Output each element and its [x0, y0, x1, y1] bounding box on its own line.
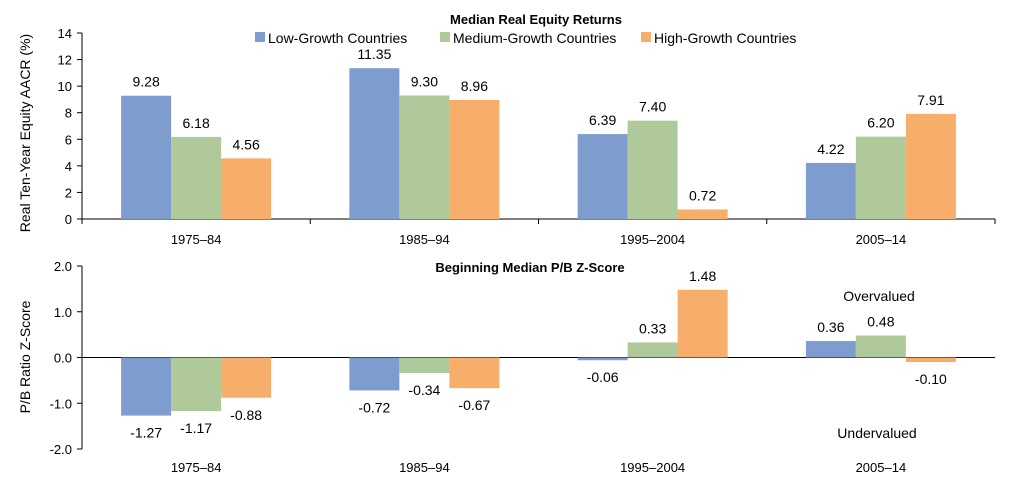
bottom-chart-bar-high: [905, 357, 956, 363]
legend-label-high: High-Growth Countries: [654, 30, 796, 46]
top-chart-category-label: 1975–84: [171, 232, 222, 247]
bottom-chart-bar-medium: [627, 342, 678, 358]
top-chart-data-label: 7.91: [917, 92, 944, 108]
bottom-chart-data-label: -0.72: [358, 399, 390, 415]
top-chart-bar-low: [577, 134, 628, 219]
top-chart-y-tick-label: 10: [58, 79, 72, 94]
top-chart-bar-high: [677, 209, 728, 219]
bottom-chart-data-label: -0.34: [408, 382, 440, 398]
top-chart-category-label: 1985–94: [399, 232, 450, 247]
top-chart-y-tick-label: 0: [65, 212, 72, 227]
legend-swatch-high: [641, 32, 651, 42]
bottom-chart-bar-high: [449, 357, 500, 389]
top-chart-bar-medium: [855, 136, 906, 219]
bottom-chart-bar-low: [121, 357, 172, 416]
top-chart-ylabel: Real Ten-Year Equity AACR (%): [17, 34, 33, 232]
top-chart-bar-low: [805, 162, 856, 219]
bottom-chart-bar-low: [577, 357, 628, 361]
top-chart-bar-high: [449, 99, 500, 219]
bottom-chart-bar-high: [677, 289, 728, 358]
top-chart-legend: Low-Growth Countries Medium-Growth Count…: [255, 30, 796, 46]
top-chart-bar-medium: [399, 95, 450, 219]
bottom-chart-bar-medium: [399, 357, 450, 374]
top-chart-data-label: 4.22: [817, 141, 844, 157]
top-chart-plot-area: 0 2 4 6 8 10 12 14 1975–84 1985–94 1995–2004 2005–1…: [58, 26, 996, 247]
top-chart-y-tick-label: 2: [65, 185, 72, 200]
bottom-chart-data-label: 0.36: [817, 319, 844, 335]
bottom-chart-ylabel: P/B Ratio Z-Score: [17, 300, 33, 413]
top-chart-bar-medium: [171, 136, 222, 219]
top-chart-data-label: 9.28: [133, 74, 160, 90]
top-chart-data-label: 7.40: [639, 99, 666, 115]
bottom-chart-y-tick-label: 1.0: [54, 305, 72, 320]
top-chart-bar-high: [221, 158, 272, 219]
bottom-chart-data-label: -0.10: [915, 371, 947, 387]
top-chart-data-label: 11.35: [357, 46, 391, 62]
bottom-chart-data-label: -0.06: [587, 369, 619, 385]
bottom-chart-category-label: 1975–84: [171, 460, 222, 475]
top-chart-data-label: 6.39: [589, 112, 616, 128]
bottom-chart-title: Beginning Median P/B Z-Score: [435, 260, 624, 275]
top-chart-y-tick-label: 8: [65, 106, 72, 121]
undervalued-annotation: Undervalued: [837, 425, 916, 441]
bottom-chart-y-tick-label: 0.0: [54, 351, 72, 366]
bottom-chart-y-tick-label: -1.0: [50, 396, 72, 411]
bottom-chart-category-label: 1985–94: [399, 460, 450, 475]
top-chart-data-label: 0.72: [689, 187, 716, 203]
top-chart-bar-medium: [627, 120, 678, 219]
top-chart-data-label: 4.56: [233, 136, 260, 152]
top-chart-data-label: 9.30: [411, 73, 438, 89]
bottom-chart-category-label: 2005–14: [856, 460, 907, 475]
bottom-chart-bar-low: [349, 357, 400, 391]
bottom-chart-data-label: -0.88: [230, 407, 262, 423]
bottom-chart-bar-medium: [171, 357, 222, 412]
top-chart-y-tick-label: 6: [65, 132, 72, 147]
bottom-chart-data-label: 0.33: [639, 320, 666, 336]
top-chart-data-label: 8.96: [461, 78, 488, 94]
top-chart-bar-low: [121, 95, 172, 219]
top-chart-data-label: 6.20: [867, 115, 894, 131]
top-chart-data-label: 6.18: [183, 115, 210, 131]
top-chart-bar-high: [905, 113, 956, 219]
bottom-chart-plot-area: -2.0 -1.0 0.0 1.0 2.0 1975–84 1985–94 1995–2004…: [50, 259, 995, 475]
top-chart-bar-low: [349, 68, 400, 219]
bottom-chart-data-label: 0.48: [867, 314, 894, 330]
top-chart-y-tick-label: 4: [65, 159, 72, 174]
bottom-chart-category-label: 1995–2004: [620, 460, 685, 475]
bottom-chart-bar-medium: [855, 335, 906, 358]
bottom-chart-bar-low: [805, 341, 856, 358]
legend-swatch-low: [255, 32, 265, 42]
top-chart-y-tick-label: 12: [58, 53, 72, 68]
overvalued-annotation: Overvalued: [843, 288, 915, 304]
bottom-chart-data-label: -1.17: [180, 420, 212, 436]
top-chart-category-label: 1995–2004: [620, 232, 685, 247]
bottom-chart-bar-high: [221, 357, 272, 398]
top-chart-title: Median Real Equity Returns: [450, 12, 622, 27]
bottom-chart-data-label: 1.48: [689, 268, 716, 284]
top-chart-category-label: 2005–14: [856, 232, 907, 247]
bottom-chart-data-label: -0.67: [458, 397, 490, 413]
bottom-chart-y-tick-label: 2.0: [54, 259, 72, 274]
top-chart-y-tick-label: 14: [58, 26, 72, 41]
legend-label-low: Low-Growth Countries: [268, 30, 407, 46]
bottom-chart-data-label: -1.27: [130, 425, 162, 441]
legend-label-medium: Medium-Growth Countries: [453, 30, 616, 46]
bottom-chart-y-tick-label: -2.0: [50, 442, 72, 457]
legend-swatch-medium: [440, 32, 450, 42]
